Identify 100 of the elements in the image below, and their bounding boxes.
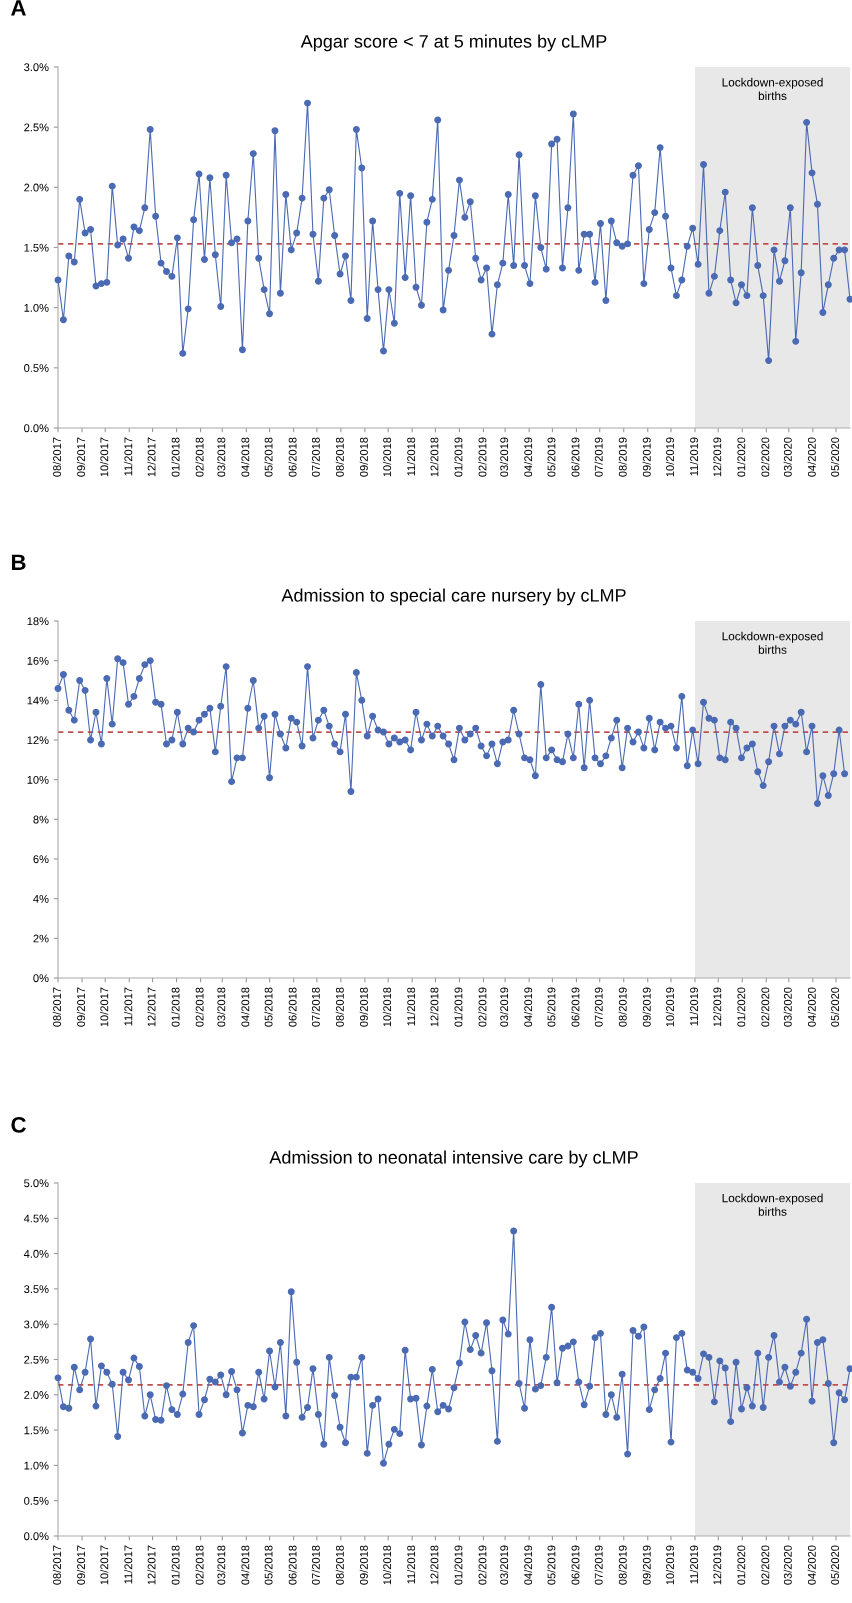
- x-tick-label: 04/2019: [523, 1545, 533, 1585]
- x-tick-label: 04/2018: [241, 987, 250, 1027]
- y-tick-label: 3.0%: [24, 63, 49, 72]
- x-tick-label: 09/2019: [642, 987, 651, 1027]
- x-tick-label: 05/2018: [264, 437, 273, 477]
- x-tick-label: 11/2018: [406, 1545, 416, 1584]
- x-tick-label: 10/2018: [382, 1545, 392, 1585]
- x-tick-label: 10/2018: [382, 987, 392, 1027]
- x-tick-label: 03/2020: [783, 1545, 792, 1585]
- x-tick-label: 08/2017: [52, 987, 61, 1027]
- x-tick-label: 10/2017: [100, 437, 109, 477]
- x-tick-label: 11/2019: [689, 437, 698, 476]
- x-tick-label: 05/2020: [830, 1545, 840, 1585]
- y-tick-label: 0.0%: [24, 424, 49, 433]
- x-tick-label: 04/2020: [807, 437, 816, 477]
- x-tick-label: 09/2019: [642, 1545, 651, 1585]
- y-tick-label: 2.0%: [24, 183, 49, 192]
- x-tick-label: 06/2018: [288, 1545, 297, 1585]
- y-tick-label: 4.5%: [23, 1214, 49, 1223]
- x-tick-label: 11/2019: [689, 1545, 698, 1584]
- y-tick-label: 0.0%: [24, 1532, 49, 1541]
- x-tick-label: 01/2020: [737, 437, 746, 477]
- x-tick-label: 01/2018: [171, 1545, 180, 1585]
- x-tick-label: 04/2019: [523, 437, 533, 477]
- y-tick-label: 5.0%: [24, 1179, 49, 1188]
- x-tick-label: 02/2018: [195, 437, 204, 477]
- x-tick-label: 03/2019: [499, 987, 509, 1027]
- x-tick-label: 07/2019: [594, 987, 603, 1027]
- x-tick-label: 11/2017: [124, 1545, 133, 1584]
- x-tick-label: 10/2019: [665, 1545, 674, 1585]
- x-tick-label: 12/2019: [713, 437, 722, 477]
- chart-title: Admission to neonatal intensive care by cLMP: [269, 1150, 638, 1168]
- x-tick-label: 05/2018: [264, 987, 273, 1027]
- y-tick-label: 12%: [27, 736, 49, 745]
- x-tick-label: 02/2018: [195, 987, 204, 1027]
- y-tick-label: 14%: [27, 696, 49, 705]
- x-tick-label: 09/2018: [359, 987, 368, 1027]
- y-tick-label: 1.5%: [24, 243, 49, 252]
- x-tick-label: 02/2019: [478, 987, 487, 1027]
- x-tick-label: 05/2019: [547, 1545, 556, 1585]
- x-tick-label: 02/2020: [761, 437, 770, 477]
- x-tick-label: 02/2019: [478, 437, 487, 477]
- x-tick-label: 01/2019: [454, 437, 463, 477]
- y-tick-label: 1.0%: [24, 303, 49, 312]
- x-tick-label: 12/2018: [430, 1545, 439, 1585]
- x-tick-label: 10/2019: [665, 987, 674, 1027]
- text: C: [11, 1116, 26, 1133]
- x-tick-label: 02/2018: [195, 1545, 204, 1585]
- x-tick-label: 08/2019: [618, 437, 627, 477]
- y-tick-label: 18%: [27, 617, 49, 626]
- x-tick-label: 09/2017: [76, 987, 86, 1027]
- x-tick-label: 11/2017: [124, 987, 133, 1026]
- y-tick-label: 0.5%: [24, 364, 49, 372]
- x-tick-label: 07/2018: [311, 437, 320, 477]
- x-tick-label: 09/2018: [359, 1545, 368, 1585]
- x-tick-label: 07/2018: [311, 987, 320, 1027]
- x-tick-label: 03/2018: [217, 437, 226, 477]
- x-tick-label: 03/2020: [783, 987, 792, 1027]
- x-tick-label: 08/2018: [335, 437, 344, 477]
- x-tick-label: 01/2018: [171, 437, 180, 477]
- y-tick-label: 4%: [33, 894, 49, 903]
- x-tick-label: 06/2019: [571, 987, 580, 1027]
- y-tick-label: 2.5%: [24, 1355, 49, 1364]
- x-tick-label: 12/2018: [430, 437, 439, 477]
- x-tick-label: 06/2019: [571, 437, 580, 477]
- y-tick-label: 4.0%: [23, 1249, 49, 1258]
- band-label: Lockdown-exposed births: [722, 77, 823, 101]
- y-tick-label: 10%: [27, 775, 49, 784]
- x-tick-label: 01/2019: [454, 1545, 463, 1585]
- y-tick-label: 8%: [33, 815, 49, 824]
- x-tick-label: 01/2020: [737, 1545, 746, 1585]
- x-tick-label: 09/2019: [642, 437, 651, 477]
- x-tick-label: 07/2019: [594, 437, 603, 477]
- x-tick-label: 02/2019: [478, 1545, 487, 1585]
- x-tick-label: 08/2017: [52, 437, 61, 477]
- x-tick-label: 12/2018: [430, 987, 439, 1027]
- y-tick-label: 2%: [33, 934, 49, 943]
- x-tick-label: 05/2019: [547, 437, 556, 477]
- y-tick-label: 2.0%: [24, 1391, 49, 1399]
- x-tick-label: 11/2017: [124, 437, 133, 476]
- x-tick-label: 06/2018: [288, 437, 297, 477]
- x-tick-label: 10/2017: [100, 1545, 109, 1585]
- x-tick-label: 03/2020: [783, 437, 792, 477]
- y-tick-label: 0.5%: [24, 1496, 49, 1505]
- x-tick-label: 05/2019: [547, 987, 556, 1027]
- chart-title: Admission to special care nursery by cLMP: [281, 588, 626, 606]
- x-tick-label: 09/2018: [359, 437, 368, 477]
- x-tick-label: 03/2018: [217, 1545, 226, 1585]
- x-tick-label: 12/2019: [713, 987, 722, 1027]
- x-tick-label: 08/2017: [52, 1545, 61, 1585]
- y-tick-label: 3.0%: [24, 1320, 49, 1329]
- chart-title: Apgar score < 7 at 5 minutes by cLMP: [300, 34, 607, 52]
- text: B: [11, 554, 26, 570]
- y-tick-label: 3.5%: [24, 1285, 49, 1294]
- x-tick-label: 07/2018: [311, 1545, 320, 1585]
- x-tick-label: 07/2019: [594, 1545, 603, 1585]
- y-tick-label: 0%: [33, 974, 49, 983]
- x-tick-label: 03/2019: [499, 437, 509, 477]
- x-tick-label: 12/2017: [147, 1545, 156, 1585]
- x-tick-label: 11/2018: [406, 437, 416, 476]
